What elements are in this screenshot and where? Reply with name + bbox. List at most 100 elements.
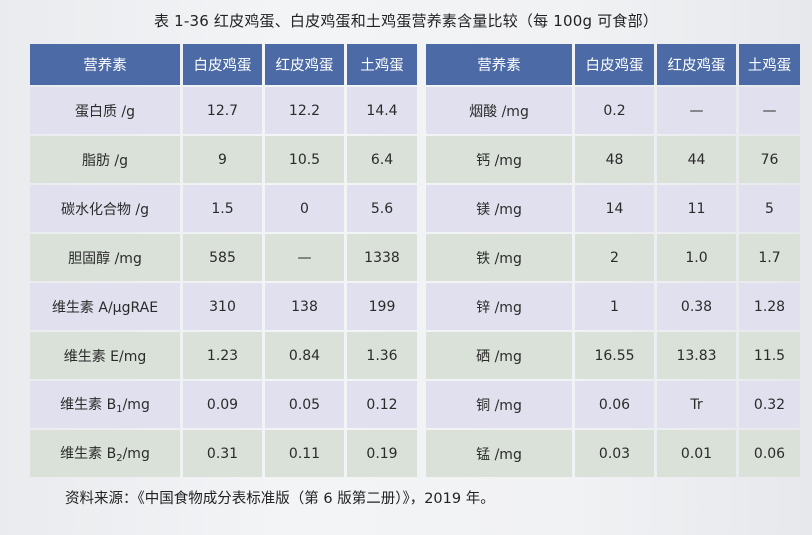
native-egg-value: 0.06 (739, 430, 800, 477)
nutrient-name-subscript: 2 (116, 453, 123, 464)
table-row: 蛋白质 /g 12.7 12.2 14.4 (30, 87, 417, 134)
red-egg-value: 0.01 (657, 430, 736, 477)
native-egg-value: 199 (347, 283, 417, 330)
nutrient-tables: 营养素 白皮鸡蛋 红皮鸡蛋 土鸡蛋 蛋白质 /g 12.7 12.2 14.4 … (27, 42, 800, 479)
table-row: 铜 /mg 0.06 Tr 0.32 (426, 381, 800, 428)
header-white-egg: 白皮鸡蛋 (183, 44, 262, 85)
white-egg-value: 1.23 (183, 332, 262, 379)
table-row: 铁 /mg 2 1.0 1.7 (426, 234, 800, 281)
header-white-egg: 白皮鸡蛋 (575, 44, 654, 85)
nutrient-name: 维生素 B2/mg (30, 430, 180, 477)
header-native-egg: 土鸡蛋 (347, 44, 417, 85)
nutrient-name: 锰 /mg (426, 430, 572, 477)
red-egg-value: 0.84 (265, 332, 344, 379)
table-row: 维生素 B1/mg 0.09 0.05 0.12 (30, 381, 417, 428)
white-egg-value: 16.55 (575, 332, 654, 379)
nutrient-name: 铜 /mg (426, 381, 572, 428)
white-egg-value: 0.06 (575, 381, 654, 428)
red-egg-value: 13.83 (657, 332, 736, 379)
nutrient-name-subscript: 1 (116, 404, 123, 415)
nutrient-name-main: 维生素 B (60, 397, 117, 413)
white-egg-value: 310 (183, 283, 262, 330)
table-row: 维生素 B2/mg 0.31 0.11 0.19 (30, 430, 417, 477)
white-egg-value: 9 (183, 136, 262, 183)
nutrient-name: 脂肪 /g (30, 136, 180, 183)
red-egg-value: 0 (265, 185, 344, 232)
nutrient-name: 铁 /mg (426, 234, 572, 281)
native-egg-value: 5 (739, 185, 800, 232)
native-egg-value: 1338 (347, 234, 417, 281)
header-row: 营养素 白皮鸡蛋 红皮鸡蛋 土鸡蛋 (426, 44, 800, 85)
table-row: 脂肪 /g 9 10.5 6.4 (30, 136, 417, 183)
white-egg-value: 0.09 (183, 381, 262, 428)
header-nutrient: 营养素 (30, 44, 180, 85)
table-row: 碳水化合物 /g 1.5 0 5.6 (30, 185, 417, 232)
nutrient-name-unit: /mg (122, 397, 150, 413)
table-row: 烟酸 /mg 0.2 — — (426, 87, 800, 134)
nutrient-name-unit: /mg (122, 446, 150, 462)
red-egg-value: 44 (657, 136, 736, 183)
header-native-egg: 土鸡蛋 (739, 44, 800, 85)
nutrient-name: 维生素 E/mg (30, 332, 180, 379)
red-egg-value: 11 (657, 185, 736, 232)
native-egg-value: 14.4 (347, 87, 417, 134)
native-egg-value: — (739, 87, 800, 134)
nutrient-name: 碳水化合物 /g (30, 185, 180, 232)
native-egg-value: 0.32 (739, 381, 800, 428)
table-row: 胆固醇 /mg 585 — 1338 (30, 234, 417, 281)
table-row: 锌 /mg 1 0.38 1.28 (426, 283, 800, 330)
white-egg-value: 0.03 (575, 430, 654, 477)
nutrient-name: 维生素 A/μgRAE (30, 283, 180, 330)
table-caption: 表 1-36 红皮鸡蛋、白皮鸡蛋和土鸡蛋营养素含量比较（每 100g 可食部） (153, 12, 659, 30)
nutrient-name: 锌 /mg (426, 283, 572, 330)
red-egg-value: — (657, 87, 736, 134)
nutrient-name: 维生素 B1/mg (30, 381, 180, 428)
white-egg-value: 48 (575, 136, 654, 183)
white-egg-value: 2 (575, 234, 654, 281)
table-row: 镁 /mg 14 11 5 (426, 185, 800, 232)
header-red-egg: 红皮鸡蛋 (657, 44, 736, 85)
red-egg-value: 1.0 (657, 234, 736, 281)
nutrient-table-left: 营养素 白皮鸡蛋 红皮鸡蛋 土鸡蛋 蛋白质 /g 12.7 12.2 14.4 … (27, 42, 420, 479)
white-egg-value: 1 (575, 283, 654, 330)
table-row: 硒 /mg 16.55 13.83 11.5 (426, 332, 800, 379)
nutrient-name-main: 维生素 B (60, 446, 117, 462)
native-egg-value: 6.4 (347, 136, 417, 183)
header-red-egg: 红皮鸡蛋 (265, 44, 344, 85)
native-egg-value: 1.7 (739, 234, 800, 281)
nutrient-name: 蛋白质 /g (30, 87, 180, 134)
nutrient-name: 胆固醇 /mg (30, 234, 180, 281)
red-egg-value: Tr (657, 381, 736, 428)
white-egg-value: 0.2 (575, 87, 654, 134)
red-egg-value: 12.2 (265, 87, 344, 134)
header-row: 营养素 白皮鸡蛋 红皮鸡蛋 土鸡蛋 (30, 44, 417, 85)
white-egg-value: 14 (575, 185, 654, 232)
native-egg-value: 11.5 (739, 332, 800, 379)
native-egg-value: 1.36 (347, 332, 417, 379)
table-row: 维生素 E/mg 1.23 0.84 1.36 (30, 332, 417, 379)
table-row: 钙 /mg 48 44 76 (426, 136, 800, 183)
nutrient-name: 钙 /mg (426, 136, 572, 183)
white-egg-value: 12.7 (183, 87, 262, 134)
red-egg-value: 138 (265, 283, 344, 330)
table-row: 锰 /mg 0.03 0.01 0.06 (426, 430, 800, 477)
nutrient-name: 烟酸 /mg (426, 87, 572, 134)
nutrient-name: 硒 /mg (426, 332, 572, 379)
red-egg-value: 10.5 (265, 136, 344, 183)
native-egg-value: 0.12 (347, 381, 417, 428)
table-row: 维生素 A/μgRAE 310 138 199 (30, 283, 417, 330)
nutrient-name: 镁 /mg (426, 185, 572, 232)
native-egg-value: 0.19 (347, 430, 417, 477)
header-nutrient: 营养素 (426, 44, 572, 85)
white-egg-value: 1.5 (183, 185, 262, 232)
red-egg-value: 0.11 (265, 430, 344, 477)
source-footnote: 资料来源：《中国食物成分表标准版（第 6 版第二册）》，2019 年。 (65, 491, 495, 507)
white-egg-value: 585 (183, 234, 262, 281)
native-egg-value: 1.28 (739, 283, 800, 330)
native-egg-value: 76 (739, 136, 800, 183)
red-egg-value: 0.38 (657, 283, 736, 330)
red-egg-value: — (265, 234, 344, 281)
nutrient-table-right: 营养素 白皮鸡蛋 红皮鸡蛋 土鸡蛋 烟酸 /mg 0.2 — — 钙 /mg 4… (423, 42, 803, 479)
red-egg-value: 0.05 (265, 381, 344, 428)
